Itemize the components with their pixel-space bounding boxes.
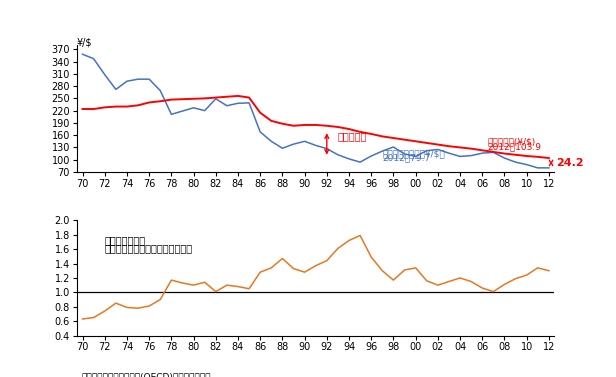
Text: 24.2: 24.2	[557, 158, 584, 168]
Text: （購買力平価／市場為替レート）: （購買力平価／市場為替レート）	[105, 244, 193, 253]
Text: 内外価格差倍率: 内外価格差倍率	[105, 235, 146, 245]
Text: 購買力平価(¥/$): 購買力平価(¥/$)	[488, 138, 536, 147]
Text: 内外価格差: 内外価格差	[338, 131, 367, 141]
Text: 2012年103.9: 2012年103.9	[488, 142, 542, 151]
Text: 2012年79.7: 2012年79.7	[383, 153, 431, 162]
Text: ¥/$: ¥/$	[77, 38, 92, 48]
Text: 市場為替レート（¥/$）: 市場為替レート（¥/$）	[383, 149, 445, 158]
Text: 出所：経済協力開発機構(OECD)、武者リサーチ: 出所：経済協力開発機構(OECD)、武者リサーチ	[82, 372, 211, 377]
